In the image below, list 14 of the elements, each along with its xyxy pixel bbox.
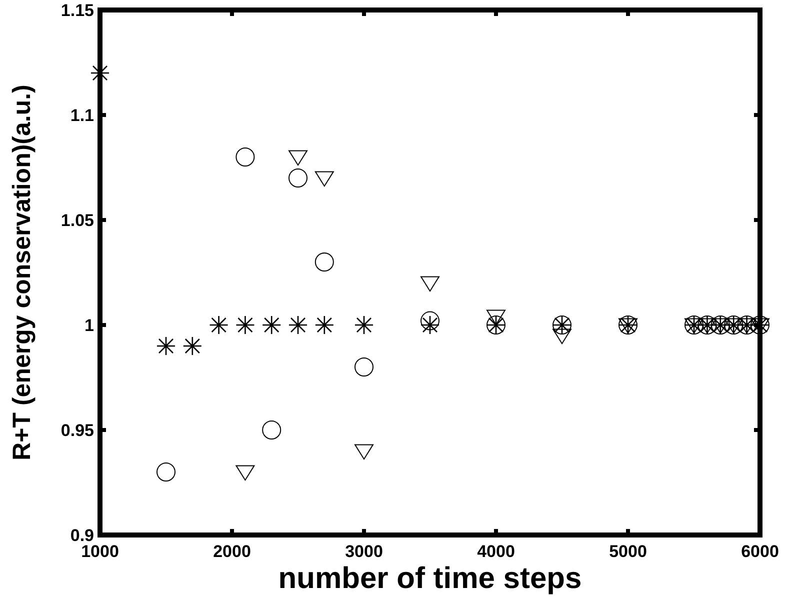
x-tick-label: 4000 <box>477 542 515 561</box>
x-tick-label: 1000 <box>81 542 119 561</box>
y-tick-label: 1.1 <box>70 106 94 125</box>
x-tick-label: 6000 <box>741 542 779 561</box>
y-tick-label: 0.9 <box>70 526 94 545</box>
x-tick-label: 5000 <box>609 542 647 561</box>
x-tick-label: 3000 <box>345 542 383 561</box>
y-axis-title: R+T (energy conservation)(a.u.) <box>8 84 36 460</box>
y-tick-label: 0.95 <box>60 420 94 440</box>
y-tick-label: 1.15 <box>60 0 94 20</box>
x-axis-title: number of time steps <box>278 562 582 595</box>
x-tick-label: 2000 <box>213 542 251 561</box>
y-tick-label: 1 <box>84 316 94 335</box>
y-tick-label: 1.05 <box>60 210 94 230</box>
